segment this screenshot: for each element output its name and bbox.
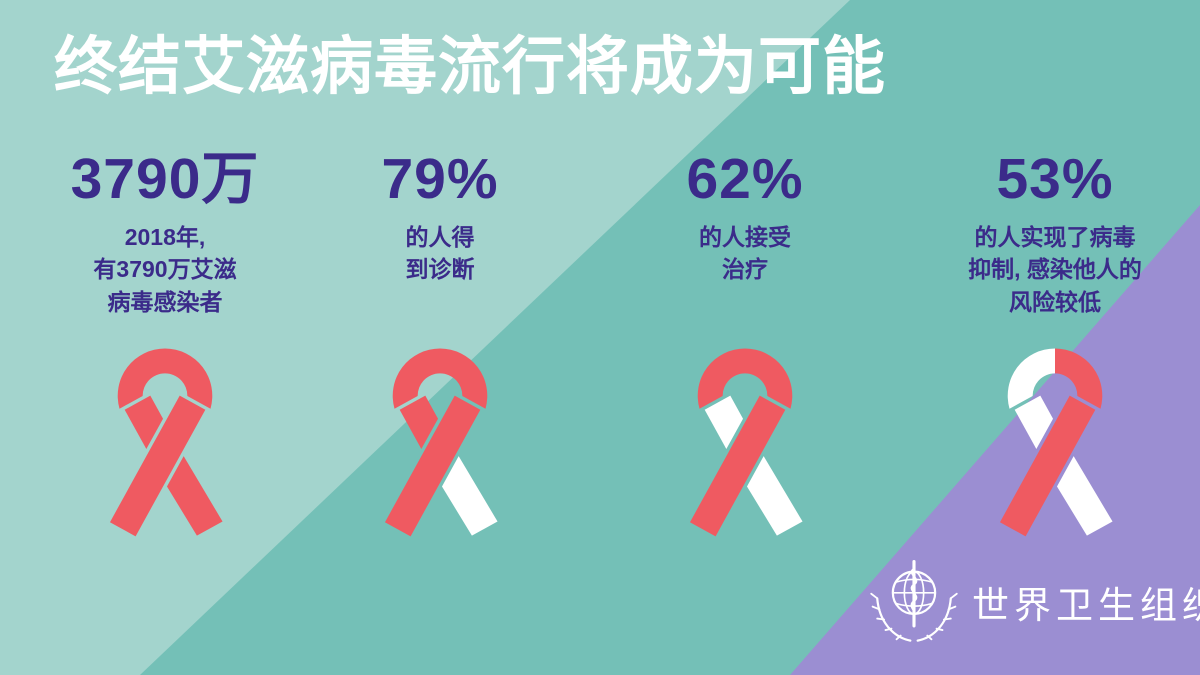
ribbon-back-lower xyxy=(1056,456,1113,536)
who-emblem-icon xyxy=(870,559,958,642)
ribbon-back-upper xyxy=(124,395,164,450)
stat-desc-line: 有3790万艾滋 xyxy=(93,256,237,283)
stat-desc-line: 病毒感染者 xyxy=(107,289,223,315)
stat-description: 的人得 到诊断 xyxy=(305,221,575,286)
stat-value: 53% xyxy=(996,147,1114,211)
awareness-ribbon-icon-3 xyxy=(610,332,880,543)
ribbon-crown-left xyxy=(697,348,745,409)
awareness-ribbon-icon-4 xyxy=(920,332,1190,543)
stat-column-infected: 3790万 2018年, 有3790万艾滋 病毒感染者 xyxy=(30,148,300,319)
stat-desc-line: 到诊断 xyxy=(405,256,475,283)
awareness-ribbon-icon-1 xyxy=(30,332,300,543)
background-purple-triangle xyxy=(790,205,1200,675)
stat-column-treated: 62% 的人接受 治疗 xyxy=(610,148,880,286)
stat-desc-line: 治疗 xyxy=(722,256,768,283)
ribbon-back-upper xyxy=(704,395,744,450)
ribbon-back-lower xyxy=(166,456,223,536)
stat-column-diagnosed: 79% 的人得 到诊断 xyxy=(305,148,575,286)
stat-description: 2018年, 有3790万艾滋 病毒感染者 xyxy=(30,221,300,319)
ribbon-front-strap xyxy=(999,395,1096,537)
stat-desc-line: 2018年, xyxy=(124,223,206,250)
ribbon-crown-left xyxy=(392,348,440,409)
stat-desc-line: 的人得 xyxy=(405,223,475,250)
ribbon-front-strap xyxy=(109,395,206,537)
who-logo: 世界卫生组织 xyxy=(868,556,1200,648)
stat-description: 的人接受 治疗 xyxy=(610,221,880,286)
stat-value: 3790万 xyxy=(70,147,260,211)
stat-value: 79% xyxy=(381,147,499,211)
ribbon-crown-right xyxy=(745,348,793,409)
stat-value: 62% xyxy=(686,147,804,211)
who-name-text: 世界卫生组织 xyxy=(972,585,1200,626)
ribbon-back-lower xyxy=(746,456,803,536)
ribbon-front-strap xyxy=(689,395,786,537)
stat-desc-line: 风险较低 xyxy=(1009,289,1101,315)
stat-desc-line: 抑制, 感染他人的 xyxy=(968,256,1142,283)
ribbon-crown-right xyxy=(165,348,213,409)
stat-description: 的人实现了病毒 抑制, 感染他人的 风险较低 xyxy=(920,221,1190,319)
page-title: 终结艾滋病毒流行将成为可能 xyxy=(54,32,886,102)
ribbon-back-upper xyxy=(1014,395,1054,450)
ribbon-crown-right xyxy=(440,348,488,409)
stat-desc-line: 的人实现了病毒 xyxy=(974,223,1136,250)
stat-desc-line: 的人接受 xyxy=(699,223,791,250)
stat-column-suppressed: 53% 的人实现了病毒 抑制, 感染他人的 风险较低 xyxy=(920,148,1190,319)
ribbon-back-lower xyxy=(441,456,498,536)
awareness-ribbon-icon-2 xyxy=(305,332,575,543)
ribbon-front-strap xyxy=(384,395,481,537)
ribbon-crown-left xyxy=(1007,348,1055,409)
ribbon-crown-left xyxy=(117,348,165,409)
ribbon-back-upper xyxy=(399,395,439,450)
ribbon-crown-right xyxy=(1055,348,1103,409)
